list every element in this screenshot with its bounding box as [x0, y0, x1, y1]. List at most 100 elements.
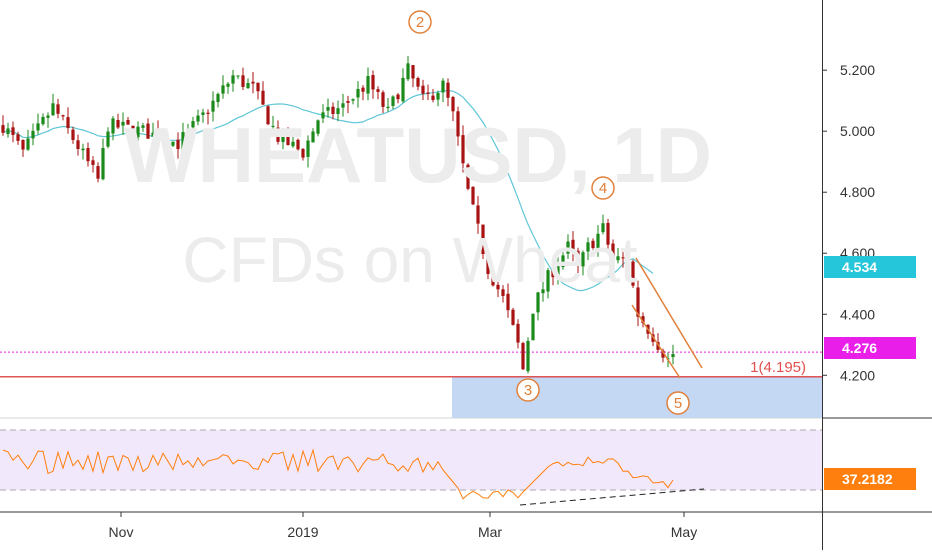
candle-body	[341, 103, 345, 108]
candle-body	[466, 164, 470, 189]
candle-body	[371, 75, 375, 90]
candle-body	[96, 166, 100, 179]
candle-body	[471, 186, 475, 205]
candle-body	[321, 112, 325, 119]
candle-body	[326, 107, 330, 111]
candle-body	[571, 239, 575, 253]
rsi-divergence-line	[519, 488, 705, 506]
support-zone	[452, 376, 822, 418]
ma-price-label: 4.534	[842, 259, 877, 275]
wave-label: 2	[416, 14, 424, 31]
candle-body	[266, 106, 270, 125]
candle-body	[591, 240, 595, 249]
candle-body	[261, 90, 265, 105]
wave-label: 4	[599, 180, 607, 197]
candle-body	[181, 132, 185, 152]
candle-body	[316, 120, 320, 134]
candle-body	[431, 95, 435, 100]
wave-circle	[516, 378, 540, 402]
candle-body	[536, 292, 540, 313]
candle-body	[11, 127, 15, 135]
y-tick-label: 4.800	[840, 184, 875, 200]
y-tick-label: 4.400	[840, 306, 875, 322]
candle-body	[246, 82, 250, 89]
watermark-description: CFDs on Wheat	[182, 224, 637, 296]
candle-body	[271, 125, 275, 127]
candle-body	[626, 257, 630, 263]
candle-body	[541, 289, 545, 294]
candle-body	[386, 106, 390, 109]
candle-body	[636, 287, 640, 317]
wave-label: 5	[674, 395, 682, 412]
candle-body	[611, 243, 615, 260]
candle-body	[546, 270, 550, 292]
candle-body	[366, 76, 370, 94]
channel-lower-line	[631, 304, 681, 379]
rsi-value-label: 37.2182	[842, 471, 893, 487]
candle-body	[311, 131, 315, 143]
candle-body	[306, 140, 310, 157]
candle-body	[61, 115, 65, 117]
candle-body	[516, 323, 520, 343]
candle-body	[46, 115, 50, 118]
candle-body	[126, 119, 130, 125]
candle-body	[396, 94, 400, 100]
candle-body	[501, 289, 505, 296]
candle-body	[156, 130, 160, 142]
candle-body	[146, 123, 150, 139]
candle-body	[496, 284, 500, 290]
candle-body	[81, 148, 85, 151]
candle-body	[186, 128, 190, 130]
candle-body	[671, 354, 675, 358]
candle-body	[491, 275, 495, 286]
x-tick-label: Nov	[109, 524, 134, 540]
candle-body	[451, 97, 455, 112]
candle-body	[16, 134, 20, 141]
candle-body	[481, 224, 485, 255]
candle-body	[56, 104, 60, 114]
candle-body	[631, 261, 635, 286]
candle-body	[521, 343, 525, 370]
candle-body	[621, 257, 625, 259]
candle-body	[256, 82, 260, 92]
candle-body	[526, 340, 530, 372]
candle-body	[661, 350, 665, 358]
candle-body	[301, 148, 305, 158]
candle-body	[561, 255, 565, 268]
candle-body	[381, 92, 385, 107]
candle-body	[166, 141, 170, 147]
candle-body	[276, 127, 280, 142]
last-price-label-bg	[824, 337, 916, 359]
wave-circle	[666, 391, 690, 415]
candle-body	[91, 160, 95, 165]
candle-body	[511, 309, 515, 325]
candle-body	[641, 316, 645, 324]
candle-body	[506, 293, 510, 311]
candle-body	[51, 103, 55, 116]
wave-label: 3	[524, 382, 532, 399]
rsi-line	[2, 448, 674, 500]
candle-body	[336, 108, 340, 115]
candle-body	[151, 132, 155, 137]
candle-body	[361, 87, 365, 92]
candle-body	[601, 223, 605, 233]
candle-body	[26, 138, 30, 150]
candle-body	[111, 118, 115, 134]
candle-body	[201, 112, 205, 115]
candle-body	[351, 99, 355, 101]
rsi-value-label-bg	[824, 468, 916, 490]
rsi-band	[0, 430, 822, 490]
y-tick-label: 4.200	[840, 367, 875, 383]
fib-level-label: 1(4.195)	[750, 359, 806, 376]
y-tick-label: 5.000	[840, 123, 875, 139]
channel-upper-line	[635, 257, 703, 369]
candle-body	[131, 125, 135, 136]
candle-body	[346, 101, 350, 103]
candle-body	[391, 96, 395, 106]
candle-body	[281, 132, 285, 143]
candle-body	[196, 115, 200, 122]
candle-body	[416, 77, 420, 87]
candle-body	[36, 123, 40, 131]
candle-body	[556, 266, 560, 276]
